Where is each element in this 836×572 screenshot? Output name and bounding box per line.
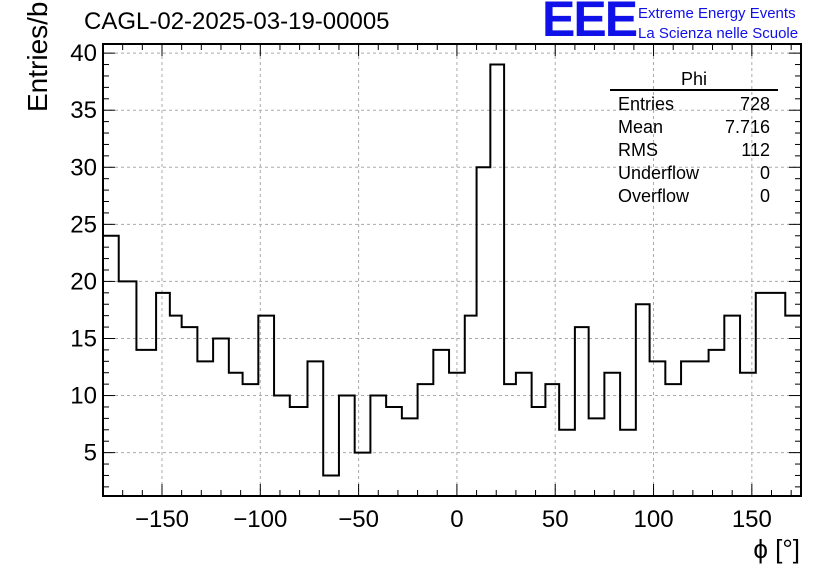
x-tick-label: 50 <box>542 506 569 533</box>
grid-lines <box>103 44 801 496</box>
stats-row-mean: Mean 7.716 <box>610 116 778 139</box>
stats-value: 112 <box>741 140 770 160</box>
stats-label: Entries <box>618 94 675 114</box>
y-tick-label: 35 <box>70 97 97 124</box>
stats-row-overflow: Overflow 0 <box>610 185 778 208</box>
stats-box: Phi Entries 728 Mean 7.716 RMS 112 Under… <box>610 70 778 208</box>
stats-row-rms: RMS 112 <box>610 139 778 162</box>
stats-value: 728 <box>739 94 770 114</box>
x-tick-label: −100 <box>233 506 287 533</box>
y-tick-labels: 5 10 15 20 25 30 35 40 <box>70 40 97 466</box>
x-tick-label: 150 <box>732 506 772 533</box>
y-tick-label: 20 <box>70 268 97 295</box>
x-tick-label: −150 <box>135 506 189 533</box>
stats-row-entries: Entries 728 <box>610 93 778 116</box>
y-tick-label: 25 <box>70 211 97 238</box>
stats-label: RMS <box>618 140 658 160</box>
histogram-series <box>103 63 802 477</box>
x-tick-label: −50 <box>338 506 379 533</box>
stats-value: 0 <box>759 163 770 183</box>
stats-label: Overflow <box>618 186 690 206</box>
stats-row-underflow: Underflow 0 <box>610 162 778 185</box>
x-axis-title: ϕ [°] <box>753 534 800 564</box>
x-tick-label: 0 <box>450 506 463 533</box>
x-tick-label: 100 <box>634 506 674 533</box>
y-tick-label: 10 <box>70 383 97 410</box>
y-tick-label: 30 <box>70 154 97 181</box>
eee-logo: EEE <box>542 0 638 47</box>
logo-line-1: Extreme Energy Events <box>638 5 796 22</box>
stats-value: 0 <box>759 186 770 206</box>
y-tick-label: 40 <box>70 40 97 67</box>
logo-line-2: La Scienza nelle Scuole <box>638 25 799 42</box>
stats-label: Underflow <box>618 163 700 183</box>
stats-label: Mean <box>618 117 664 137</box>
chart-title: CAGL-02-2025-03-19-00005 <box>84 8 390 35</box>
y-axis-title: Entries/bin <box>22 0 53 112</box>
axis-ticks <box>103 44 801 496</box>
y-tick-label: 5 <box>84 440 97 467</box>
stats-value: 7.716 <box>724 117 770 137</box>
stats-title: Phi <box>610 70 778 91</box>
x-tick-labels: −150 −100 −50 0 50 100 150 <box>135 506 772 533</box>
y-tick-label: 15 <box>70 325 97 352</box>
